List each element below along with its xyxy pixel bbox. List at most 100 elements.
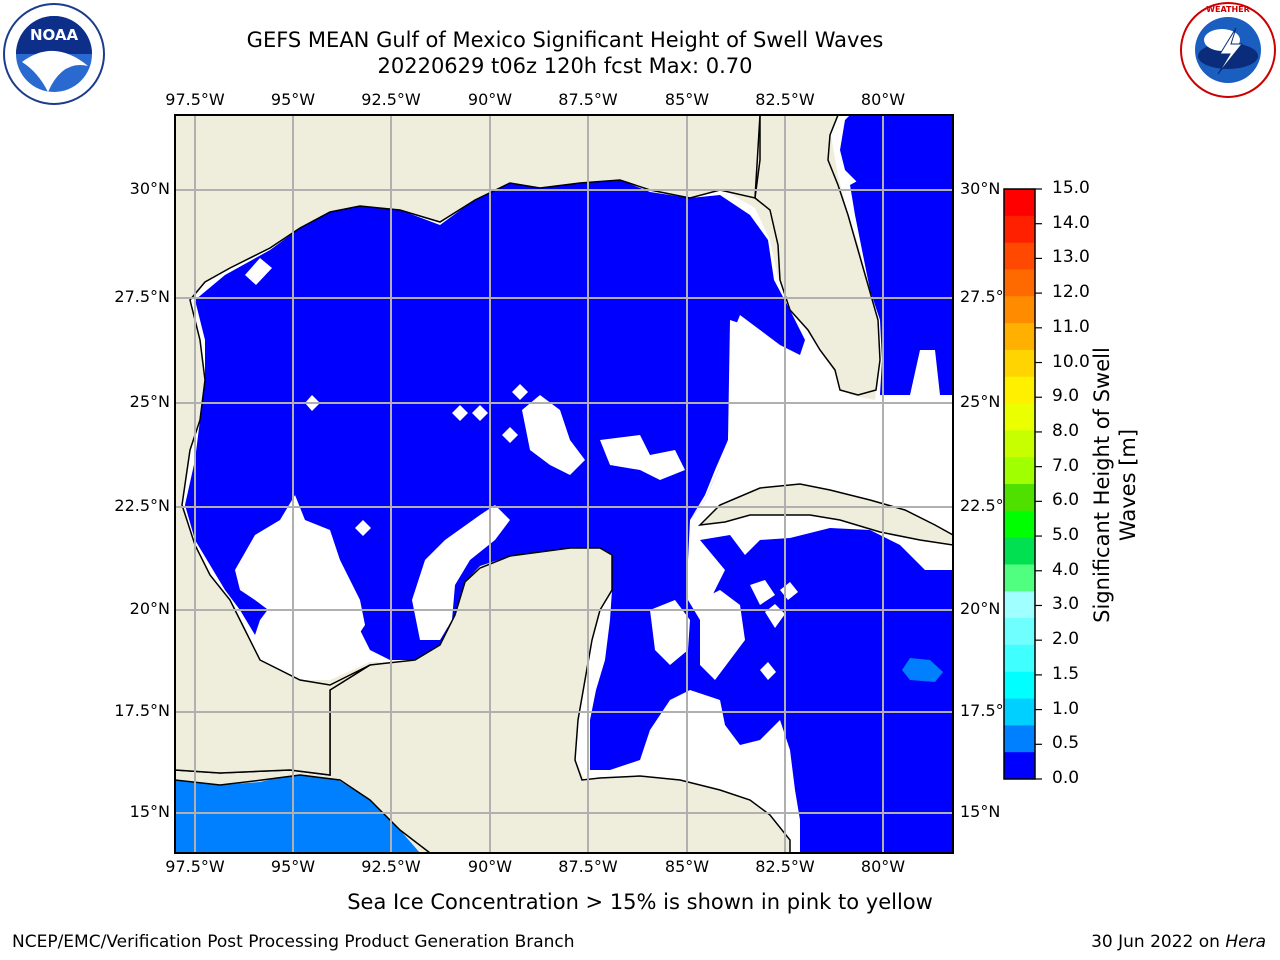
no-data-patch — [690, 320, 785, 520]
colorbar-tick-label: 1.5 — [1052, 663, 1080, 684]
lon-label-bottom: 80°W — [860, 857, 906, 876]
colorbar-segment — [1004, 323, 1035, 351]
colorbar-tick-label: 2.0 — [1052, 629, 1080, 650]
graticule — [175, 115, 953, 853]
colorbar-segment — [1004, 457, 1035, 485]
lon-label-top: 82.5°W — [755, 90, 815, 109]
colorbar — [1004, 189, 1035, 780]
lon-label-bottom: 85°W — [664, 857, 710, 876]
chart-subtitle: 20220629 t06z 120h fcst Max: 0.70 — [377, 54, 753, 78]
no-data-patch — [355, 520, 371, 536]
no-data-patch — [502, 427, 518, 443]
no-data-patch — [235, 495, 365, 660]
lon-label-top: 95°W — [270, 90, 316, 109]
lat-label-left: 22.5°N — [114, 496, 170, 515]
lat-label-left: 15°N — [129, 802, 170, 821]
colorbar-tick-label: 15.0 — [1052, 178, 1090, 198]
colorbar-tick-label: 8.0 — [1052, 420, 1080, 441]
lon-label-top: 92.5°W — [361, 90, 421, 109]
noaa-logo-text: NOAA — [30, 26, 79, 44]
lon-label-top: 87.5°W — [558, 90, 618, 109]
no-data-patch — [412, 505, 510, 640]
colorbar-segment — [1004, 296, 1035, 324]
lon-label-top: 85°W — [664, 90, 710, 109]
no-data-patch — [700, 590, 745, 680]
colorbar-segment — [1004, 618, 1035, 646]
colorbar-label: Significant Height of Swell Waves [m] — [1090, 347, 1140, 623]
footer-date-text: 30 Jun 2022 on — [1091, 932, 1226, 952]
colorbar-segment — [1004, 591, 1035, 619]
colorbar-segment — [1004, 376, 1035, 405]
svg-text:WEATHER: WEATHER — [1206, 5, 1250, 14]
colorbar-tick-label: 3.0 — [1052, 594, 1080, 615]
no-data-patch — [760, 662, 776, 680]
lat-label-right: 30°N — [960, 179, 1001, 198]
colorbar-segment — [1004, 752, 1035, 780]
lat-label-left: 20°N — [129, 599, 170, 618]
no-data-patch — [472, 405, 488, 421]
colorbar-segment — [1004, 671, 1035, 700]
no-data-patch — [452, 405, 468, 421]
sea-ice-note: Sea Ice Concentration > 15% is shown in … — [347, 890, 933, 914]
colorbar-segment — [1004, 349, 1035, 378]
lon-label-bottom: 87.5°W — [558, 857, 618, 876]
cuba-land — [697, 483, 953, 546]
lon-label-bottom: 92.5°W — [361, 857, 421, 876]
colorbar-frame — [1003, 188, 1036, 780]
nws-logo: WEATHER — [1178, 0, 1278, 104]
footer-credit: NCEP/EMC/Verification Post Processing Pr… — [12, 932, 575, 952]
colorbar-tick-label: 0.0 — [1052, 768, 1080, 788]
colorbar-tick-label: 9.0 — [1052, 386, 1080, 407]
lat-label-right: 25°N — [960, 392, 1001, 411]
no-data-patch — [245, 258, 272, 285]
colorbar-segment — [1004, 698, 1035, 726]
swell-zero-gulf — [185, 180, 805, 770]
colorbar-tick-label: 13.0 — [1052, 247, 1090, 268]
lat-label-right: 17.5° — [960, 701, 1004, 720]
colorbar-segment — [1004, 189, 1035, 217]
colorbar-tick-label: 10.0 — [1052, 351, 1090, 372]
footer-host: Hera — [1225, 932, 1266, 952]
lon-label-bottom: 90°W — [467, 857, 513, 876]
colorbar-segment — [1004, 430, 1035, 458]
colorbar-tick-label: 14.0 — [1052, 212, 1090, 233]
noaa-logo: NOAA — [2, 2, 106, 110]
mexico-west-land — [175, 115, 761, 776]
chart-title: GEFS MEAN Gulf of Mexico Significant Hei… — [246, 28, 884, 52]
no-data-patch — [600, 435, 685, 480]
lon-label-top: 97.5°W — [165, 90, 225, 109]
no-data-patch — [522, 395, 585, 475]
colorbar-segment — [1004, 564, 1035, 592]
colorbar-segment — [1004, 403, 1035, 431]
colorbar-tick-label: 6.0 — [1052, 490, 1080, 511]
lon-label-top: 90°W — [467, 90, 513, 109]
colorbar-tick-label: 11.0 — [1052, 316, 1090, 337]
lat-label-left: 25°N — [129, 392, 170, 411]
no-data-patch — [650, 600, 690, 665]
colorbar-segment — [1004, 215, 1035, 244]
lon-label-bottom: 82.5°W — [755, 857, 815, 876]
colorbar-tick-label: 1.0 — [1052, 698, 1080, 719]
lat-label-left: 17.5°N — [114, 701, 170, 720]
no-data-patch — [512, 384, 528, 400]
colorbar-tick-label: 4.0 — [1052, 559, 1080, 580]
lat-label-left: 27.5°N — [114, 287, 170, 306]
lon-label-bottom: 95°W — [270, 857, 316, 876]
colorbar-segment — [1004, 484, 1035, 512]
lat-label-right: 15°N — [960, 802, 1001, 821]
lon-label-top: 80°W — [860, 90, 906, 109]
map-frame — [174, 114, 954, 854]
swell-half-meter-patch — [902, 658, 943, 682]
colorbar-segment — [1004, 644, 1035, 673]
colorbar-tick-label: 7.0 — [1052, 455, 1080, 476]
swell-zero-atlantic — [840, 115, 953, 395]
colorbar-segment — [1004, 537, 1035, 565]
colorbar-tick-label: 0.5 — [1052, 733, 1080, 754]
colorbar-segment — [1004, 242, 1035, 270]
colorbar-segment — [1004, 510, 1035, 539]
lon-label-bottom: 97.5°W — [165, 857, 225, 876]
florida-land — [754, 115, 881, 396]
lat-label-right: 22.5° — [960, 496, 1004, 515]
colorbar-segment — [1004, 725, 1035, 753]
